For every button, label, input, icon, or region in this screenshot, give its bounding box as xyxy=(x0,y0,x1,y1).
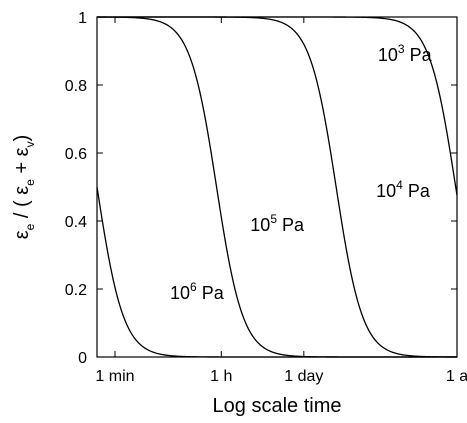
series-label-base: 10 xyxy=(170,283,190,303)
y-label-plus: + xyxy=(11,156,33,179)
series-label-base: 10 xyxy=(250,215,270,235)
y-label-sub-v: v xyxy=(23,141,37,147)
x-tick-label: 1 min xyxy=(95,368,134,385)
y-axis-label: εe / ( εe + εv) xyxy=(11,135,37,240)
y-label-sub-e-2: e xyxy=(23,179,37,186)
y-axis: 0 0.2 0.4 0.6 0.8 1 xyxy=(65,10,457,367)
series-label-2: 105 Pa xyxy=(250,212,305,235)
series-label-base: 10 xyxy=(378,45,398,65)
y-tick-label: 1 xyxy=(78,10,87,27)
x-tick-label: 1 day xyxy=(284,368,323,385)
x-tick-label: 1 h xyxy=(210,368,232,385)
series-label-4: 103 Pa xyxy=(378,42,433,65)
series-label-unit: Pa xyxy=(277,215,305,235)
y-tick-label: 0.8 xyxy=(65,78,87,95)
series-label-unit: Pa xyxy=(197,283,225,303)
y-label-epsilon-1: ε xyxy=(11,230,33,239)
y-tick-label: 0.4 xyxy=(65,214,87,231)
y-label-sub-e-1: e xyxy=(23,223,37,230)
plot-frame xyxy=(96,16,458,358)
series-label-exp: 6 xyxy=(190,280,197,294)
y-tick-label: 0.2 xyxy=(65,282,87,299)
x-axis-label: Log scale time xyxy=(213,395,342,417)
series-label-base: 10 xyxy=(376,181,396,201)
series-label-exp: 4 xyxy=(396,178,403,192)
series-label-exp: 5 xyxy=(270,212,277,226)
y-label-middle: / ( xyxy=(11,195,33,224)
y-tick-label: 0 xyxy=(78,350,87,367)
x-axis: 1 min 1 h 1 day 1 a xyxy=(95,17,467,385)
y-label-close: ) xyxy=(11,135,33,142)
series-label-unit: Pa xyxy=(405,45,433,65)
y-label-epsilon-2: ε xyxy=(11,186,33,195)
series-label-1: 106 Pa xyxy=(170,280,225,303)
x-tick-label: 1 a xyxy=(446,368,467,385)
y-label-epsilon-3: ε xyxy=(11,147,33,156)
series-label-3: 104 Pa xyxy=(376,178,431,201)
series-label-exp: 3 xyxy=(398,42,405,56)
y-tick-label: 0.6 xyxy=(65,146,87,163)
series-label-unit: Pa xyxy=(403,181,431,201)
